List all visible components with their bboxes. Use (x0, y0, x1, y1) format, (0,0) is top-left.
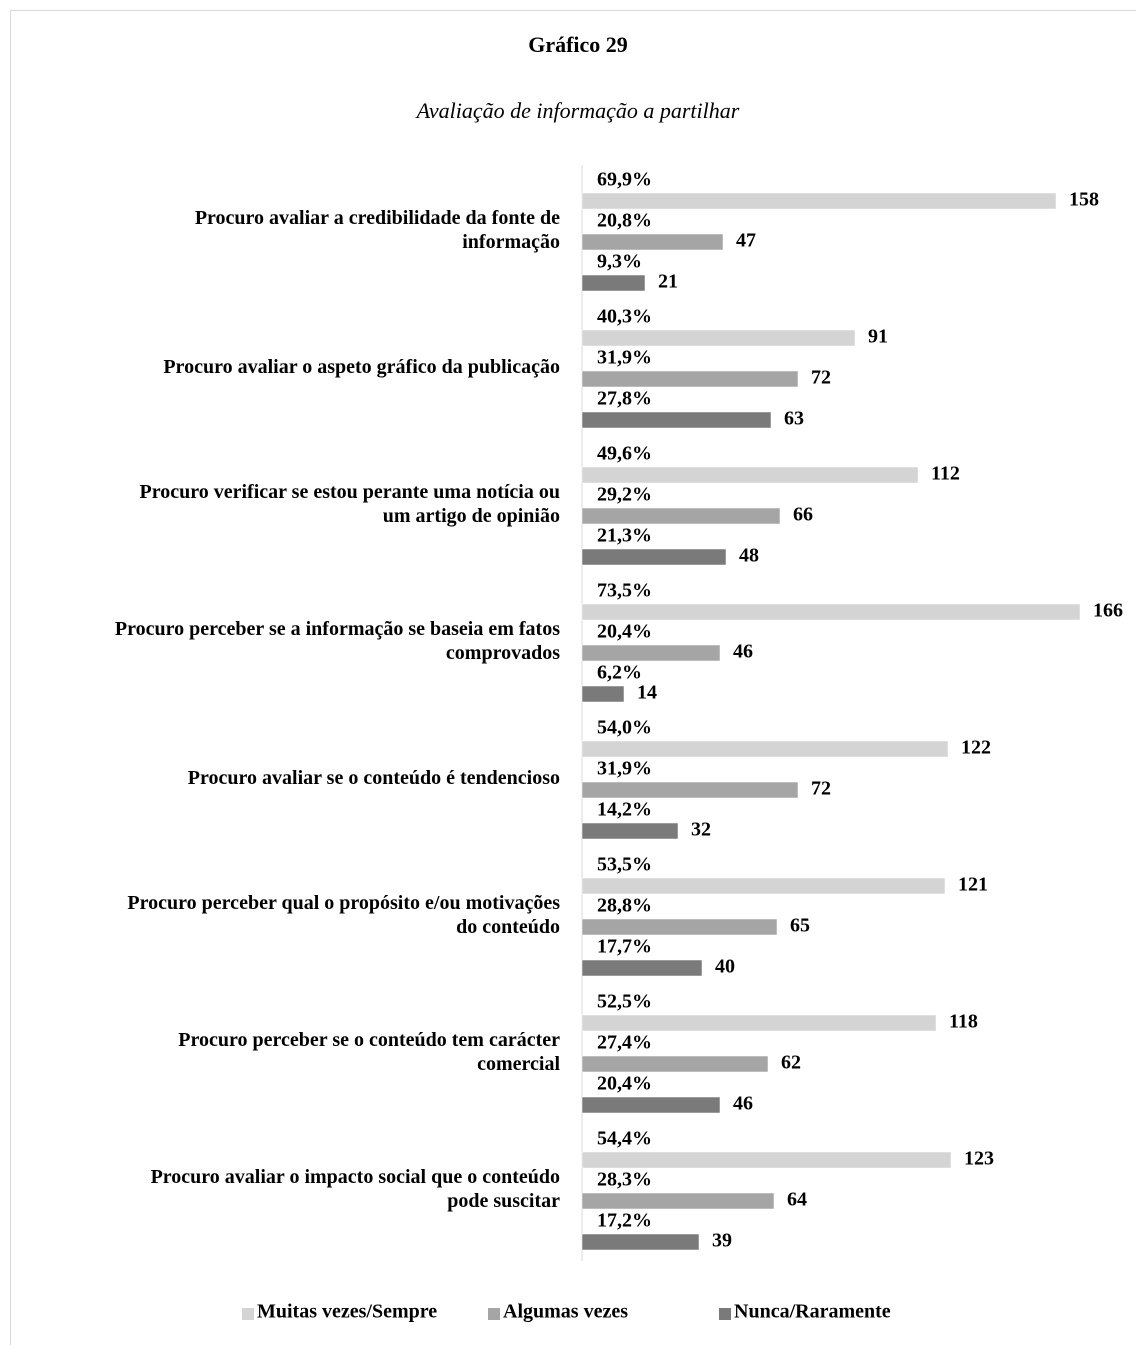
value-label: 62 (781, 1052, 801, 1074)
share-label: 69,9% (597, 169, 652, 191)
category-label: Procuro perceber se a informação se base… (115, 618, 560, 640)
bar (581, 507, 781, 525)
value-label: 14 (637, 682, 657, 704)
bar (581, 1055, 769, 1073)
share-label: 17,2% (597, 1210, 652, 1232)
value-label: 48 (739, 545, 759, 567)
value-label: 158 (1069, 189, 1099, 211)
bar (581, 1233, 700, 1251)
chart-subtitle: Avaliação de informação a partilhar (415, 98, 740, 123)
category-label: comercial (477, 1053, 560, 1075)
share-label: 31,9% (597, 347, 652, 369)
value-label: 65 (790, 915, 810, 937)
category-label: informação (462, 231, 560, 253)
category-label: um artigo de opinião (383, 505, 560, 527)
bar (581, 1096, 721, 1114)
bar (581, 370, 799, 388)
value-label: 72 (811, 778, 831, 800)
share-label: 27,8% (597, 388, 652, 410)
value-label: 112 (931, 463, 960, 485)
value-label: 118 (949, 1011, 978, 1033)
value-label: 46 (733, 641, 753, 663)
share-label: 27,4% (597, 1032, 652, 1054)
bar (581, 466, 919, 484)
bar (581, 822, 679, 840)
share-label: 20,4% (597, 621, 652, 643)
bar (581, 781, 799, 799)
share-label: 54,4% (597, 1128, 652, 1150)
category-label: Procuro avaliar se o conteúdo é tendenci… (188, 767, 560, 789)
bar (581, 918, 778, 936)
category-label: Procuro avaliar o aspeto gráfico da publ… (163, 356, 560, 378)
share-label: 49,6% (597, 443, 652, 465)
category-label: do conteúdo (456, 916, 560, 938)
value-label: 40 (715, 956, 735, 978)
chart-title: Gráfico 29 (528, 32, 628, 57)
share-label: 6,2% (597, 662, 642, 684)
bar (581, 644, 721, 662)
share-label: 20,8% (597, 210, 652, 232)
share-label: 14,2% (597, 799, 652, 821)
bar (581, 1151, 952, 1169)
bar (581, 959, 703, 977)
bar (581, 548, 727, 566)
value-label: 63 (784, 408, 804, 430)
legend-swatch (488, 1308, 500, 1320)
share-label: 28,3% (597, 1169, 652, 1191)
value-label: 66 (793, 504, 813, 526)
value-label: 21 (658, 271, 678, 293)
share-label: 17,7% (597, 936, 652, 958)
share-label: 29,2% (597, 484, 652, 506)
category-label: Procuro avaliar a credibilidade da fonte… (195, 207, 560, 229)
value-label: 39 (712, 1230, 732, 1252)
value-label: 72 (811, 367, 831, 389)
category-label: Procuro perceber se o conteúdo tem carác… (178, 1029, 560, 1051)
legend-label: Muitas vezes/Sempre (257, 1301, 437, 1323)
category-label: comprovados (446, 642, 560, 664)
share-label: 40,3% (597, 306, 652, 328)
value-label: 91 (868, 326, 888, 348)
share-label: 52,5% (597, 991, 652, 1013)
bar (581, 274, 646, 292)
legend-swatch (719, 1308, 731, 1320)
bar (581, 685, 625, 703)
value-label: 123 (964, 1148, 994, 1170)
category-label: Procuro perceber qual o propósito e/ou m… (127, 892, 560, 914)
category-label: pode suscitar (447, 1190, 560, 1212)
legend-label: Algumas vezes (503, 1301, 628, 1323)
value-label: 46 (733, 1093, 753, 1115)
bar (581, 877, 946, 895)
value-label: 166 (1093, 600, 1123, 622)
bar (581, 1014, 937, 1032)
frame (10, 10, 1136, 1345)
share-label: 9,3% (597, 251, 642, 273)
bar (581, 1192, 775, 1210)
value-label: 32 (691, 819, 711, 841)
bar (581, 411, 772, 429)
bar (581, 233, 724, 251)
bar (581, 740, 949, 758)
value-label: 122 (961, 737, 991, 759)
value-label: 47 (736, 230, 756, 252)
bar (581, 192, 1057, 210)
share-label: 53,5% (597, 854, 652, 876)
share-label: 54,0% (597, 717, 652, 739)
value-label: 64 (787, 1189, 807, 1211)
value-label: 121 (958, 874, 988, 896)
category-label: Procuro avaliar o impacto social que o c… (151, 1166, 560, 1188)
share-label: 21,3% (597, 525, 652, 547)
legend-swatch (242, 1308, 254, 1320)
share-label: 73,5% (597, 580, 652, 602)
share-label: 20,4% (597, 1073, 652, 1095)
bar (581, 603, 1081, 621)
share-label: 31,9% (597, 758, 652, 780)
bar (581, 329, 856, 347)
legend-label: Nunca/Raramente (734, 1301, 891, 1323)
share-label: 28,8% (597, 895, 652, 917)
category-label: Procuro verificar se estou perante uma n… (140, 481, 561, 503)
